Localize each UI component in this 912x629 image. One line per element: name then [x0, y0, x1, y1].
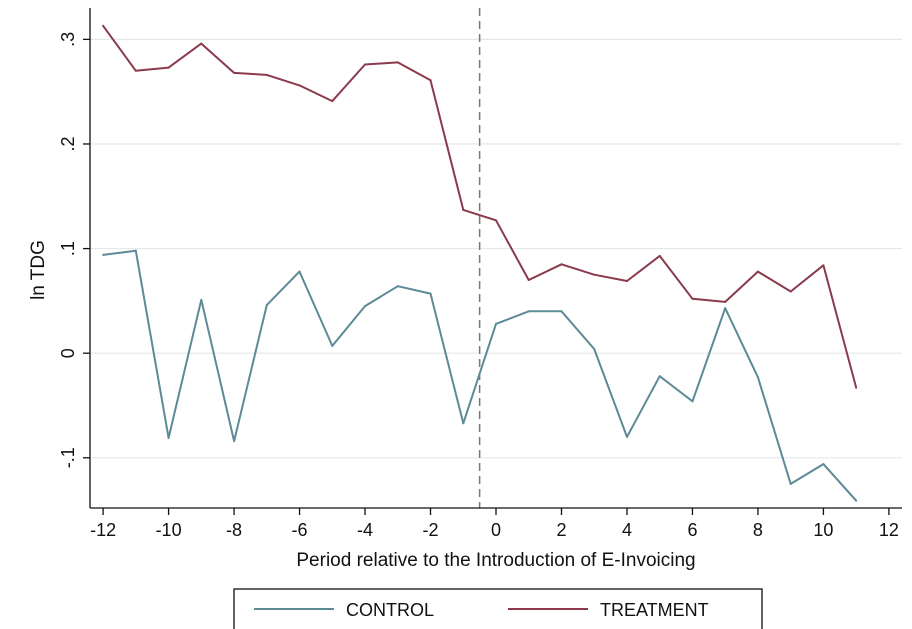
x-axis-title: Period relative to the Introduction of E…	[296, 550, 695, 571]
data-point-control	[331, 344, 334, 347]
data-point-control	[134, 249, 137, 252]
x-tick-label: -8	[226, 520, 242, 540]
series-layer	[102, 24, 858, 502]
x-tick-label: 2	[556, 520, 566, 540]
data-point-treatment	[265, 73, 268, 76]
data-point-control	[200, 298, 203, 301]
data-point-treatment	[593, 273, 596, 276]
data-point-treatment	[134, 69, 137, 72]
data-point-treatment	[789, 290, 792, 293]
data-point-control	[396, 285, 399, 288]
data-point-control	[560, 310, 563, 313]
data-point-treatment	[527, 278, 530, 281]
x-tick-label: -2	[423, 520, 439, 540]
series-line-control	[102, 249, 857, 502]
legend-label-control: CONTROL	[346, 600, 434, 620]
y-tick-label: .3	[58, 32, 78, 47]
data-point-treatment	[429, 79, 432, 82]
data-point-treatment	[495, 219, 497, 222]
data-point-treatment	[855, 386, 858, 389]
data-point-control	[298, 270, 301, 273]
legend: CONTROL TREATMENT	[233, 588, 763, 629]
data-point-control	[822, 463, 825, 466]
data-point-treatment	[102, 24, 105, 27]
data-point-control	[789, 482, 792, 485]
data-point-treatment	[298, 84, 301, 87]
data-point-control	[462, 422, 465, 425]
x-tick-label: 12	[879, 520, 899, 540]
x-tick-label: 10	[813, 520, 833, 540]
data-point-treatment	[724, 300, 727, 303]
x-tick-label: -10	[156, 520, 182, 540]
data-point-treatment	[233, 71, 236, 74]
data-point-control	[429, 292, 432, 295]
data-point-treatment	[200, 42, 203, 45]
data-point-control	[658, 375, 661, 378]
data-point-control	[233, 440, 236, 443]
y-tick-label: -.1	[58, 447, 78, 468]
data-point-control	[855, 499, 858, 502]
x-tick-label: -4	[357, 520, 373, 540]
data-point-control	[495, 322, 497, 325]
data-point-control	[691, 400, 694, 403]
data-point-control	[102, 253, 105, 256]
data-point-control	[756, 376, 759, 379]
data-point-treatment	[167, 66, 170, 69]
legend-label-treatment: TREATMENT	[600, 600, 709, 620]
y-tick-label: .2	[58, 136, 78, 151]
data-point-treatment	[625, 280, 628, 283]
y-ticks: -.1 0 .1 .2 .3	[58, 32, 90, 468]
data-point-treatment	[462, 208, 465, 211]
data-point-treatment	[756, 270, 759, 273]
data-point-treatment	[658, 254, 661, 257]
data-point-control	[167, 436, 170, 439]
y-tick-label: .1	[58, 241, 78, 256]
data-point-control	[724, 307, 727, 310]
x-tick-label: 6	[687, 520, 697, 540]
x-tick-label: 8	[753, 520, 763, 540]
x-tick-label: 4	[622, 520, 632, 540]
series-line-treatment	[102, 25, 858, 388]
grid-lines	[90, 38, 902, 459]
data-point-treatment	[822, 264, 825, 267]
x-tick-label: -6	[292, 520, 308, 540]
data-point-treatment	[691, 297, 694, 300]
x-ticks: -12 -10 -8 -6 -4 -2 0 2 4 6 8 10 12	[90, 508, 899, 540]
y-axis-title: ln TDG	[28, 240, 49, 300]
data-point-treatment	[331, 100, 334, 103]
data-point-control	[593, 348, 596, 351]
y-tick-label: 0	[58, 348, 78, 358]
data-point-control	[527, 310, 530, 313]
data-point-treatment	[560, 263, 563, 266]
data-point-treatment	[396, 61, 399, 64]
data-point-treatment	[364, 63, 367, 66]
x-tick-label: -12	[90, 520, 116, 540]
data-point-control	[364, 305, 367, 308]
x-tick-label: 0	[491, 520, 501, 540]
data-point-control	[265, 304, 268, 307]
data-point-control	[625, 435, 628, 438]
